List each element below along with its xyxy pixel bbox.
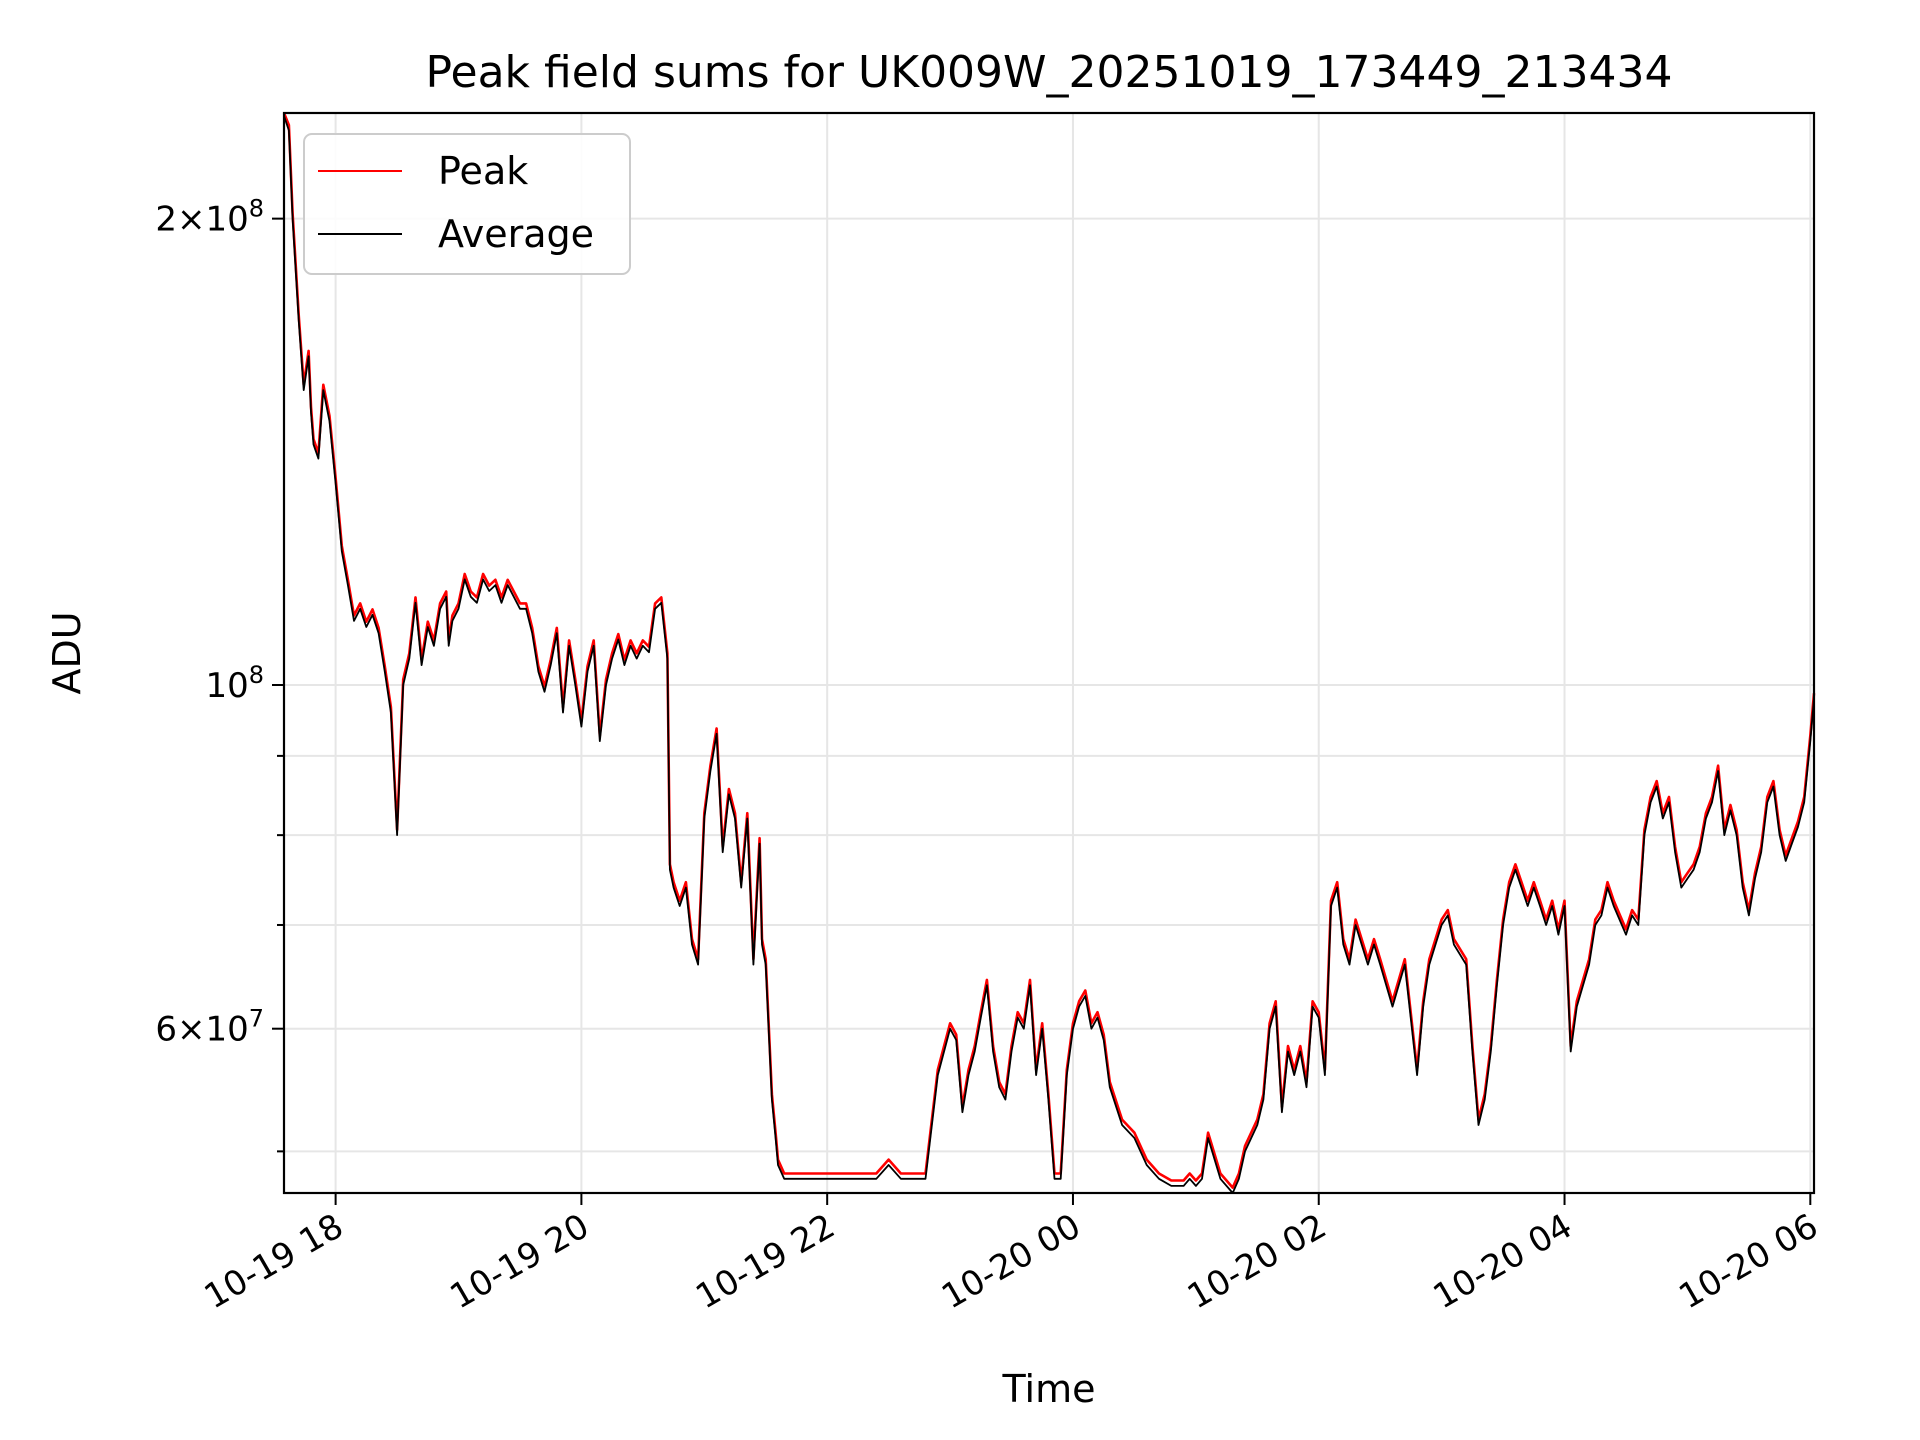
x-axis-label: Time — [1002, 1367, 1096, 1411]
legend-average-label: Average — [438, 212, 594, 256]
y-axis-label: ADU — [45, 611, 89, 694]
legend: Peak Average — [303, 133, 631, 275]
y-tick-label: 6×107 — [155, 1005, 264, 1050]
chart-title: Peak field sums for UK009W_20251019_1734… — [426, 47, 1673, 98]
series-layer — [282, 112, 1816, 1194]
legend-box — [303, 133, 631, 275]
y-axis-ticks: 6×107 108 2×108 — [155, 195, 284, 1153]
average-series-line — [283, 115, 1815, 1194]
legend-peak-label: Peak — [438, 149, 528, 193]
y-tick-label: 2×108 — [155, 195, 264, 240]
y-tick-label: 108 — [205, 661, 264, 706]
plot-frame — [282, 111, 1816, 1195]
grid — [284, 113, 1814, 1193]
